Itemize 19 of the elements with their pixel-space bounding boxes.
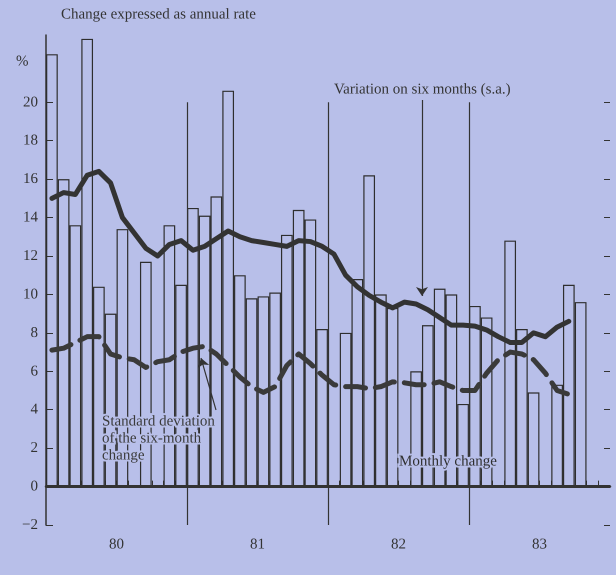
y-tick-label: 16 [23,171,38,188]
y-tick-label: 4 [30,402,38,418]
y-tick-label: 6 [30,363,38,380]
y-tick-label: 14 [23,210,38,226]
x-tick-label: 80 [109,536,124,552]
y-tick-label: 20 [23,94,38,110]
y-tick-label: 18 [23,132,38,149]
x-tick-label: 83 [532,536,547,552]
x-tick-label: 82 [391,536,406,552]
chart-title: Change expressed as annual rate [61,6,256,22]
y-tick-label: 0 [30,478,38,495]
y-tick-label: 8 [30,324,38,341]
y-axis-title: % [16,54,28,70]
y-tick-label: −2 [22,517,38,533]
y-tick-label: 12 [23,248,38,264]
x-tick-label: 81 [250,536,265,552]
y-tick-label: 2 [30,440,38,456]
y-tick-label: 10 [23,286,38,302]
text: Variation on six months (s.a.) [334,82,511,98]
